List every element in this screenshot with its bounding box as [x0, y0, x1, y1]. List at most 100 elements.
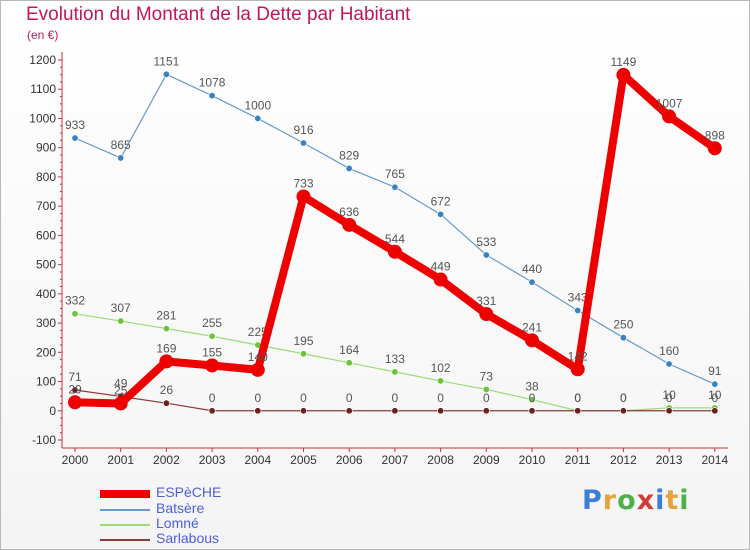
data-label: 1149 [610, 55, 636, 69]
data-point [71, 134, 79, 142]
legend-swatch [100, 509, 150, 511]
data-point [619, 407, 627, 415]
data-point [387, 244, 402, 259]
data-label: 0 [666, 391, 673, 405]
data-label: 331 [476, 294, 496, 308]
data-label: 636 [339, 205, 359, 219]
data-point [299, 139, 307, 147]
data-label: 1007 [656, 96, 683, 110]
data-label: 672 [431, 194, 451, 208]
x-tick-label: 2004 [244, 453, 271, 467]
data-label: 281 [156, 309, 176, 323]
data-label: 91 [708, 364, 722, 378]
data-point [345, 359, 353, 367]
x-tick-label: 2002 [153, 453, 180, 467]
data-label: 533 [476, 235, 496, 249]
data-label: 0 [529, 391, 536, 405]
data-point [479, 307, 494, 322]
y-tick-label: 0 [49, 404, 56, 418]
chart-subtitle: (en €) [27, 28, 59, 42]
y-tick-label: 900 [36, 141, 56, 155]
data-label: 865 [111, 138, 131, 152]
y-tick-label: 300 [36, 316, 56, 330]
data-point [391, 368, 399, 376]
data-label: 0 [574, 391, 581, 405]
data-label: 0 [620, 391, 627, 405]
legend-swatch [100, 490, 150, 498]
data-point [437, 407, 445, 415]
legend-item-lomne[interactable]: Lomné [100, 515, 300, 532]
data-label: 1000 [244, 98, 271, 112]
data-point [208, 92, 216, 100]
data-label: 10 [662, 388, 676, 402]
data-point [162, 325, 170, 333]
data-point [528, 407, 536, 415]
data-point [159, 354, 174, 369]
data-label: 38 [525, 380, 539, 394]
data-label: 343 [568, 291, 588, 305]
proxiti-logo: Proxiti [582, 485, 690, 516]
data-point [117, 317, 125, 325]
legend-swatch [100, 524, 150, 526]
data-point [437, 377, 445, 385]
data-label: 0 [437, 391, 444, 405]
data-label: 71 [68, 370, 82, 384]
data-label: 155 [202, 345, 222, 359]
data-point [619, 334, 627, 342]
data-label: 765 [385, 167, 405, 181]
data-label: 133 [385, 352, 405, 366]
data-label: 102 [431, 361, 451, 375]
x-tick-label: 2010 [519, 453, 546, 467]
data-label: 916 [293, 123, 313, 137]
data-point [574, 407, 582, 415]
data-label: 733 [293, 177, 313, 191]
legend-item-espeche[interactable]: ESPèCHE [100, 484, 300, 501]
y-tick-label: 700 [36, 199, 56, 213]
x-tick-label: 2000 [62, 453, 89, 467]
data-point [525, 333, 539, 348]
legend-label: Batsère [156, 500, 205, 516]
y-tick-label: -100 [32, 433, 56, 447]
data-label: 0 [711, 391, 718, 405]
data-point [433, 272, 448, 287]
data-label: 142 [568, 349, 588, 363]
y-tick-label: 400 [36, 287, 56, 301]
data-label: 10 [708, 388, 722, 402]
data-point [574, 307, 582, 315]
legend-label: ESPèCHE [156, 484, 222, 500]
data-label: 332 [65, 294, 85, 308]
x-tick-label: 2008 [427, 453, 454, 467]
data-point [117, 154, 125, 162]
data-point [528, 396, 536, 404]
y-tick-label: 500 [36, 258, 56, 272]
data-label: 164 [339, 343, 359, 357]
data-label: 250 [613, 318, 633, 332]
data-label: 49 [114, 376, 128, 390]
data-point [528, 278, 536, 286]
y-tick-label: 1100 [30, 82, 56, 96]
y-tick-label: 1200 [29, 53, 56, 67]
data-label: 255 [202, 316, 222, 330]
data-point [68, 395, 82, 410]
data-label: 449 [431, 260, 451, 274]
data-label: 829 [339, 148, 359, 162]
legend-label: Sarlabous [156, 530, 220, 546]
data-point [113, 396, 128, 411]
legend-swatch [100, 539, 150, 541]
chart-title: Evolution du Montant de la Dette par Hab… [26, 4, 411, 25]
data-point [254, 407, 262, 415]
data-label: 0 [392, 391, 399, 405]
data-point [250, 362, 265, 377]
legend-item-sarlabous[interactable]: Sarlabous [100, 530, 300, 547]
data-point [162, 399, 170, 407]
legend-item-batsere[interactable]: Batsère [100, 500, 300, 517]
data-label: 0 [483, 391, 490, 405]
x-tick-label: 2007 [382, 453, 409, 467]
y-tick-label: 100 [36, 375, 56, 389]
data-label: 140 [248, 350, 268, 364]
x-tick-label: 2012 [610, 453, 637, 467]
data-point [707, 141, 722, 156]
x-tick-label: 2009 [473, 453, 500, 467]
